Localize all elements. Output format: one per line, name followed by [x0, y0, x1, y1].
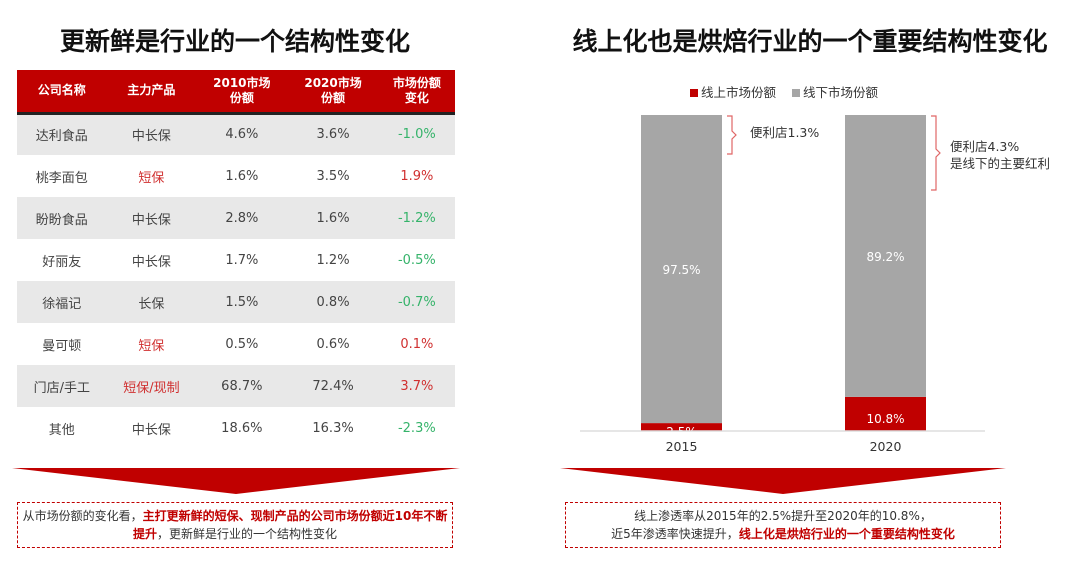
- table-cell: -0.5%: [397, 252, 436, 268]
- left-title: 更新鲜是行业的一个结构性变化: [59, 27, 410, 56]
- table-cell: 长保: [106, 281, 197, 323]
- table-row: 徐福记 长保 1.5% 0.8% -0.7%: [17, 281, 455, 323]
- table-row: 达利食品 中长保 4.6% 3.6% -1.0%: [17, 113, 455, 155]
- bar-offline-2015: [641, 115, 722, 424]
- table-cell: 2.8%: [196, 197, 288, 239]
- table-cell: -2.3%: [397, 420, 436, 436]
- chart-legend: 线上市场份额 线下市场份额: [690, 82, 878, 101]
- table-row: 盼盼食品 中长保 2.8% 1.6% -1.2%: [17, 197, 455, 239]
- table-cell: 好丽友: [42, 254, 82, 270]
- table-cell: 0.1%: [400, 336, 434, 352]
- table-cell: 68.7%: [196, 365, 288, 407]
- data-label: 10.8%: [866, 412, 904, 426]
- x-tick-label: 2020: [870, 439, 902, 454]
- table-cell: 4.6%: [196, 113, 288, 155]
- summary-text: 从市场份额的变化看，: [22, 509, 143, 523]
- legend-offline: 线下市场份额: [803, 85, 879, 100]
- table-cell: 3.6%: [287, 113, 379, 155]
- down-arrow-right: [560, 468, 1006, 494]
- table-cell: 盼盼食品: [17, 197, 107, 239]
- table-cell: 1.6%: [225, 168, 259, 184]
- down-arrow-left: [12, 468, 460, 494]
- table-cell: 0.5%: [225, 336, 259, 352]
- table-cell: 其他: [48, 422, 75, 438]
- table-cell: 短保: [138, 338, 165, 354]
- table-cell: 1.5%: [196, 281, 288, 323]
- annotation-2020: 便利店4.3% 是线下的主要红利: [950, 139, 1051, 171]
- table-cell: 3.7%: [378, 365, 455, 407]
- summary-text: 近5年渗透率快速提升，: [611, 527, 739, 541]
- table-cell: 中长保: [106, 197, 197, 239]
- table-cell: 16.3%: [312, 420, 354, 436]
- annotation-2015: 便利店1.3%: [750, 125, 820, 140]
- table-cell: 1.9%: [400, 168, 434, 184]
- table-cell: 18.6%: [221, 420, 263, 436]
- column-header: 主力产品: [106, 70, 197, 115]
- table-cell: 短保/现制: [106, 365, 197, 407]
- column-header: 市场份额 变化: [378, 70, 455, 115]
- table-row: 门店/手工 短保/现制 68.7% 72.4% 3.7%: [17, 365, 455, 407]
- market-share-table: 公司名称 主力产品 2010市场 份额 2020市场 份额 市场份额 变化 达利食品 中长…: [17, 70, 455, 449]
- right-summary-box: 线上渗透率从2015年的2.5%提升至2020年的10.8%， 近5年渗透率快速…: [565, 502, 1001, 548]
- table-cell: 0.8%: [287, 281, 379, 323]
- table-cell: 中长保: [131, 254, 171, 270]
- x-tick-label: 2015: [666, 439, 698, 454]
- table-cell: 徐福记: [17, 281, 107, 323]
- table-cell: 达利食品: [17, 113, 107, 155]
- left-summary-box: 从市场份额的变化看，主打更新鲜的短保、现制产品的公司市场份额近10年不断提升，更…: [17, 502, 453, 548]
- table-cell: -1.0%: [378, 113, 455, 155]
- table-row: 曼可顿 短保 0.5% 0.6% 0.1%: [17, 323, 455, 365]
- data-label: 2.5%: [666, 425, 697, 439]
- legend-online: 线上市场份额: [701, 85, 777, 100]
- summary-line1: 线上渗透率从2015年的2.5%提升至2020年的10.8%，: [634, 509, 932, 523]
- bar-online-2020: [845, 396, 926, 431]
- table-cell: 1.7%: [225, 252, 259, 268]
- table-row: 其他 中长保 18.6% 16.3% -2.3%: [17, 407, 455, 449]
- table-cell: 中长保: [131, 422, 171, 438]
- legend-swatch-online: [690, 89, 698, 97]
- data-label: 89.2%: [866, 250, 904, 264]
- stacked-bar-chart: 2.5% 97.5% 2015 10.8% 89.2% 2020: [580, 115, 985, 454]
- legend-swatch-offline: [792, 89, 800, 97]
- table-cell: 曼可顿: [42, 338, 82, 354]
- table-cell: 1.6%: [287, 197, 379, 239]
- table-cell: 短保: [138, 170, 165, 186]
- brace-2015: [727, 115, 737, 155]
- table-row: 好丽友 中长保 1.7% 1.2% -0.5%: [17, 239, 455, 281]
- column-header: 公司名称: [17, 70, 107, 115]
- table-cell: 3.5%: [316, 168, 350, 184]
- column-header: 2010市场 份额: [196, 70, 288, 115]
- bar-offline-2020: [845, 115, 926, 397]
- column-header: 2020市场 份额: [287, 70, 379, 115]
- table-cell: 72.4%: [287, 365, 379, 407]
- table-cell: 门店/手工: [17, 365, 107, 407]
- table-cell: 中长保: [106, 113, 197, 155]
- summary-highlight: 线上化是烘焙行业的一个重要结构性变化: [738, 527, 955, 541]
- table-cell: -0.7%: [378, 281, 455, 323]
- right-title: 线上化也是烘焙行业的一个重要结构性变化: [572, 27, 1048, 56]
- brace-2020: [931, 115, 941, 191]
- table-cell: 0.6%: [316, 336, 350, 352]
- table-cell: -1.2%: [378, 197, 455, 239]
- table-row: 桃李面包 短保 1.6% 3.5% 1.9%: [17, 155, 455, 197]
- bar-online-2015: [641, 423, 722, 431]
- summary-highlight: 主打更新鲜的短保、现制产品的公司市场份额近10年不断提升: [132, 509, 448, 541]
- table-cell: 桃李面包: [35, 170, 88, 186]
- summary-tail: ，更新鲜是行业的一个结构性变化: [157, 527, 338, 541]
- table-cell: 1.2%: [316, 252, 350, 268]
- data-label: 97.5%: [662, 263, 700, 277]
